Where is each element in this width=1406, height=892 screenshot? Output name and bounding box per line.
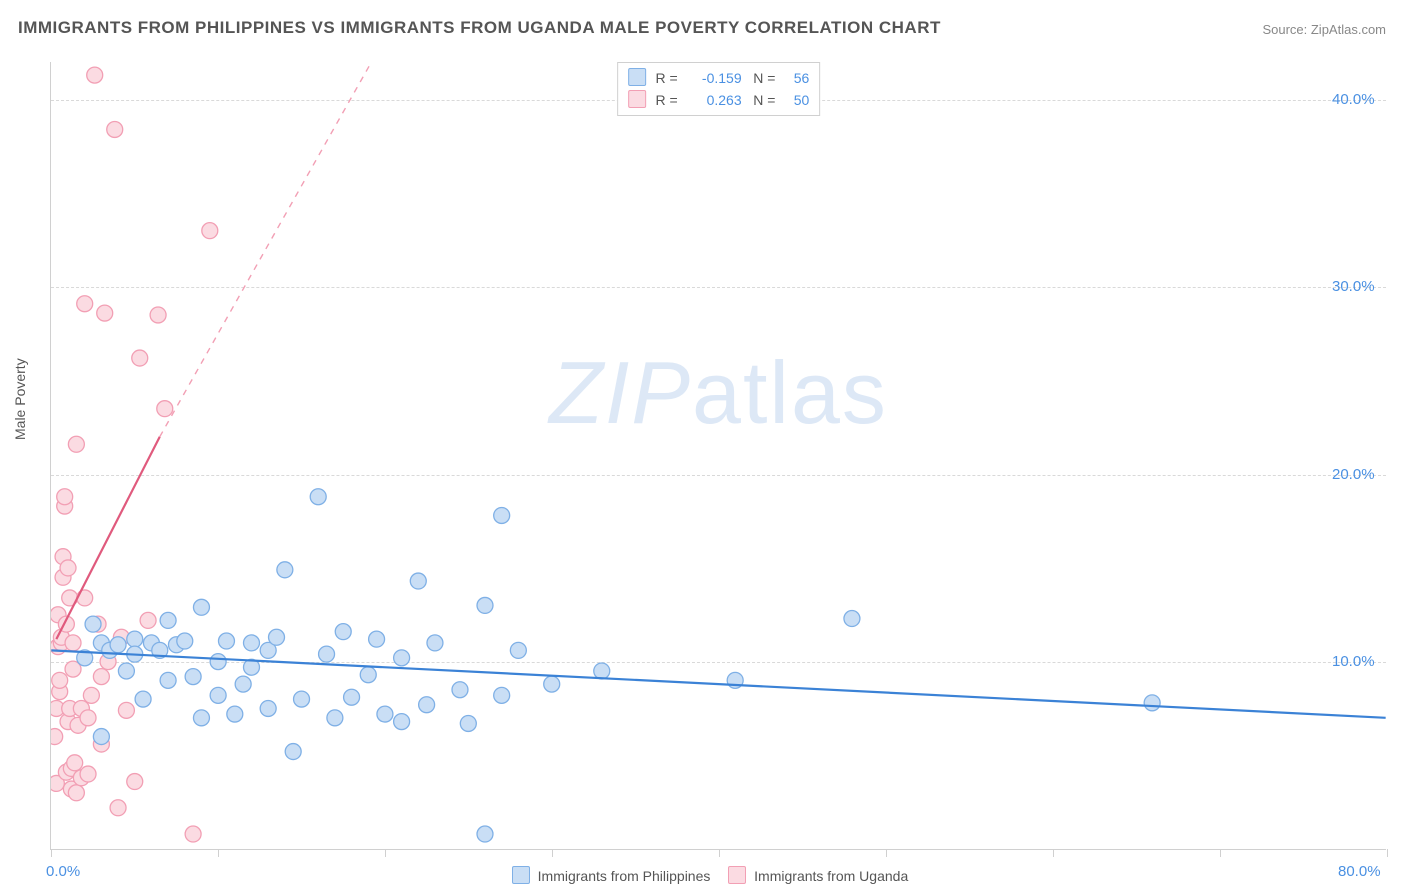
x-legend-swatch-1 — [512, 866, 530, 884]
legend-swatch-series-2 — [628, 90, 646, 108]
legend-row-series-1: R = -0.159 N = 56 — [628, 67, 810, 89]
x-legend-swatch-2 — [728, 866, 746, 884]
chart-title: IMMIGRANTS FROM PHILIPPINES VS IMMIGRANT… — [18, 18, 941, 38]
y-axis-label: Male Poverty — [12, 358, 28, 440]
chart-plot-area: ZIPatlas R = -0.159 N = 56 R = 0.263 N =… — [50, 62, 1386, 850]
legend-r-2: 0.263 — [682, 89, 742, 111]
legend-r-1: -0.159 — [682, 67, 742, 89]
x-legend-label-1: Immigrants from Philippines — [538, 868, 711, 884]
legend-swatch-series-1 — [628, 68, 646, 86]
source-attribution: Source: ZipAtlas.com — [1262, 22, 1386, 37]
legend-n-2: 50 — [779, 89, 809, 111]
legend-row-series-2: R = 0.263 N = 50 — [628, 89, 810, 111]
correlation-legend: R = -0.159 N = 56 R = 0.263 N = 50 — [617, 62, 821, 116]
chart-svg-layer — [51, 62, 1386, 849]
legend-n-1: 56 — [779, 67, 809, 89]
x-legend-label-2: Immigrants from Uganda — [754, 868, 908, 884]
x-axis-series-legend: Immigrants from Philippines Immigrants f… — [0, 866, 1406, 884]
